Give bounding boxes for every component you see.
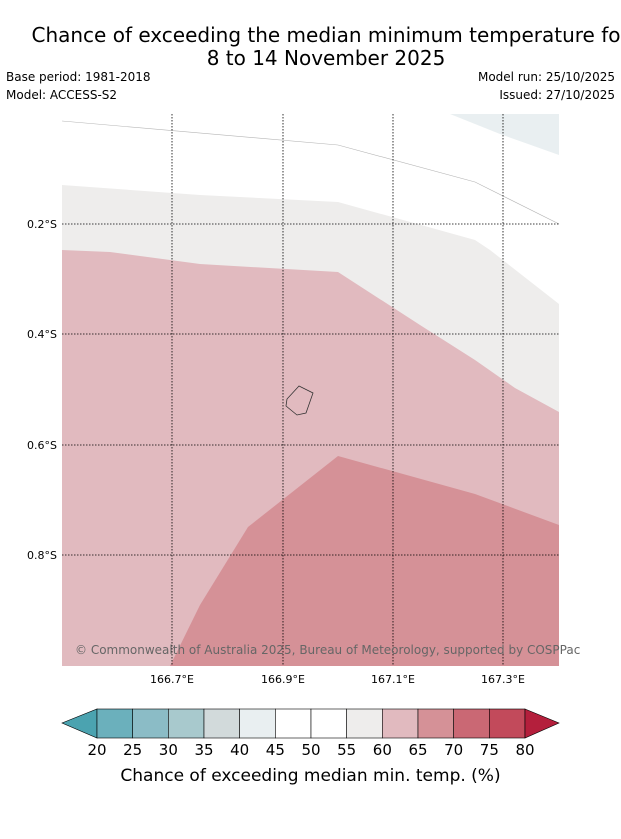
- colorbar-bin: [239, 708, 276, 739]
- colorbar-bin: [489, 708, 526, 739]
- gridlines: [62, 114, 559, 666]
- colorbar-bin: [453, 708, 490, 739]
- colorbar-tick-label: 65: [408, 741, 427, 759]
- meta-left: Base period: 1981-2018 Model: ACCESS-S2: [6, 68, 151, 104]
- island-outline: [285, 385, 314, 416]
- colorbar-over-arrow: [524, 708, 560, 739]
- colorbar-tick-label: 55: [337, 741, 356, 759]
- copyright-notice: © Commonwealth of Australia 2025, Bureau…: [75, 643, 581, 657]
- zone-40-45: [450, 114, 559, 155]
- map-layers: [62, 114, 559, 666]
- lon-label: 167.3°E: [481, 673, 525, 686]
- colorbar-bin: [346, 708, 383, 739]
- colorbar-bin: [96, 708, 133, 739]
- lon-label: 166.7°E: [150, 673, 194, 686]
- colorbar-tick-label: 40: [230, 741, 249, 759]
- colorbar-ticks: 20 25 30 35 40 45 50 55 60 65 70 75 80: [87, 741, 534, 759]
- colorbar-bin: [275, 708, 312, 739]
- colorbar-bins: [96, 708, 526, 739]
- colorbar-tick-label: 50: [301, 741, 320, 759]
- lat-labels: 0.2°S 0.4°S 0.6°S 0.8°S: [27, 218, 57, 562]
- lat-label: 0.6°S: [27, 439, 57, 452]
- lon-label: 166.9°E: [261, 673, 305, 686]
- title-line-2: 8 to 14 November 2025: [206, 46, 446, 70]
- colorbar-bin: [382, 708, 419, 739]
- colorbar-bin: [417, 708, 454, 739]
- lat-label: 0.4°S: [27, 328, 57, 341]
- colorbar-tick-label: 20: [87, 741, 106, 759]
- colorbar-tick-label: 75: [480, 741, 499, 759]
- colorbar-tick-label: 30: [159, 741, 178, 759]
- colorbar: 20 25 30 35 40 45 50 55 60 65 70 75 80: [61, 708, 560, 759]
- colorbar-tick-label: 60: [373, 741, 392, 759]
- colorbar-tick-label: 70: [444, 741, 463, 759]
- lat-label: 0.8°S: [27, 549, 57, 562]
- colorbar-bin: [132, 708, 169, 739]
- chart-title: Chance of exceeding the median minimum t…: [0, 24, 621, 70]
- title-line-1: Chance of exceeding the median minimum t…: [31, 23, 621, 47]
- colorbar-title: Chance of exceeding median min. temp. (%…: [120, 766, 501, 786]
- colorbar-tick-label: 35: [194, 741, 213, 759]
- zone-65-70: [170, 456, 559, 666]
- meta-right: Model run: 25/10/2025 Issued: 27/10/2025: [478, 68, 615, 104]
- colorbar-under-arrow: [61, 708, 98, 739]
- colorbar-bin: [168, 708, 205, 739]
- lat-label: 0.2°S: [27, 218, 57, 231]
- base-period: Base period: 1981-2018: [6, 70, 151, 84]
- colorbar-tick-label: 45: [266, 741, 285, 759]
- model-run: Model run: 25/10/2025: [477, 70, 615, 84]
- contour-line-50: [62, 120, 559, 225]
- issued-date: Issued: 27/10/2025: [499, 88, 615, 102]
- model-name: Model: ACCESS-S2: [6, 88, 118, 102]
- colorbar-tick-label: 80: [515, 741, 534, 759]
- colorbar-tick-label: 25: [123, 741, 142, 759]
- lon-labels: 166.7°E 166.9°E 167.1°E 167.3°E: [150, 673, 525, 686]
- colorbar-bin: [203, 708, 240, 739]
- lon-label: 167.1°E: [371, 673, 415, 686]
- colorbar-bin: [310, 708, 347, 739]
